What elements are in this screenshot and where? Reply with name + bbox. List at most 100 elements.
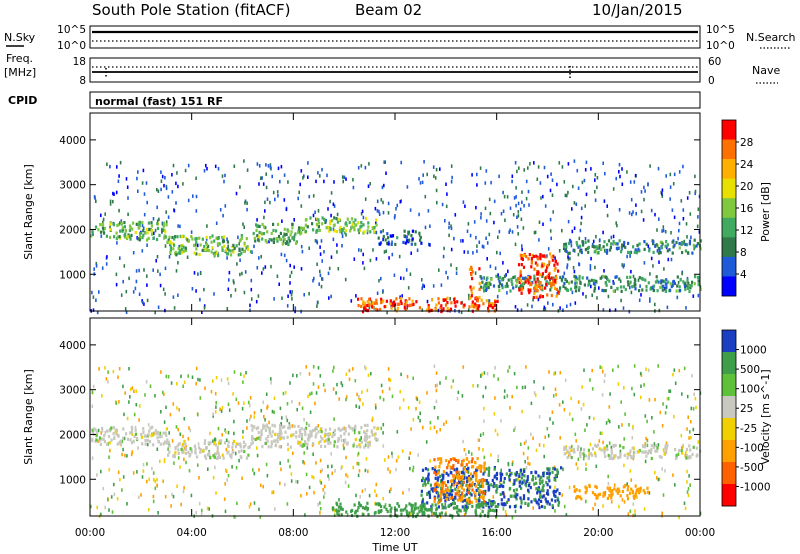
vel-band-4-cell [538, 506, 541, 510]
vel-scatter-cell [479, 506, 482, 511]
power-band-4-cell [382, 234, 385, 239]
vel-scatter-cell [412, 418, 415, 422]
vel-scatter-cell [623, 386, 625, 390]
vel-scatter-cell [417, 415, 420, 420]
xtick-label: 16:00 [482, 527, 512, 539]
vel-scatter-cell [693, 392, 695, 396]
vel-band-5-cell [383, 505, 386, 509]
vel-scatter-cell [532, 506, 534, 510]
vel-band-1-cell [214, 452, 218, 456]
power-band-7-cell [362, 302, 365, 306]
power-scatter-cell [265, 172, 267, 176]
vel-scatter-cell [327, 474, 329, 478]
power-scatter-cell [98, 290, 100, 294]
vel-band-5-cell [423, 502, 426, 506]
vel-scatter-cell [680, 433, 683, 438]
power-scatter-cell [686, 196, 689, 200]
vel-band-7-cell [606, 496, 609, 500]
vel-band-4-cell [437, 505, 440, 509]
power-band-2-cell [255, 228, 258, 232]
vel-band-0-cell [108, 441, 111, 445]
vel-band-4-cell [518, 474, 521, 478]
power-scatter-cell [410, 251, 412, 255]
power-scatter-cell [423, 284, 425, 289]
vel-band-4-cell [494, 505, 497, 509]
power-scatter-cell [558, 249, 561, 253]
vel-band-4-cell [498, 484, 501, 488]
power-scatter-cell [289, 281, 291, 285]
power-scatter-cell [269, 165, 272, 169]
vel-band-0-cell [98, 439, 101, 443]
power-band-4-cell [386, 242, 389, 246]
power-band-6-cell [690, 284, 693, 288]
vel-scatter-cell [554, 387, 557, 392]
vel-scatter-cell [409, 451, 411, 455]
vel-band-0-cell [100, 437, 103, 441]
power-scatter-cell [571, 290, 574, 295]
vel-band-7-cell [646, 486, 649, 490]
vel-band-4-cell [501, 503, 505, 507]
power-scatter-cell [476, 183, 478, 187]
power-band-6-cell [559, 275, 562, 279]
vel-scatter-cell [517, 477, 520, 481]
vel-band-2-cell [347, 432, 350, 436]
power-band-3-cell [309, 216, 312, 220]
power-scatter-cell [654, 212, 656, 217]
vel-band-4-cell [475, 505, 478, 509]
power-band-7-cell [487, 306, 490, 310]
power-scatter-cell [312, 213, 315, 218]
vel-band-3-cell [685, 447, 689, 451]
power-band-3-cell [353, 228, 356, 232]
vel-scatter-cell [122, 475, 125, 479]
vel-scatter-cell [689, 483, 691, 487]
power-band-9-cell [468, 267, 471, 271]
vel-scatter-cell [290, 472, 293, 476]
power-scatter-cell [486, 241, 489, 245]
vel-band-7-cell [608, 488, 611, 492]
vel-scatter-cell [335, 391, 337, 395]
vel-scatter-cell [340, 381, 343, 385]
vel-scatter-cell [610, 500, 613, 504]
power-scatter-cell [681, 271, 683, 276]
vel-band-7-cell [626, 494, 629, 498]
vel-band-6-cell [434, 465, 437, 469]
power-scatter-cell [330, 255, 333, 259]
power-scatter-cell [106, 162, 108, 166]
vel-band-4-cell [482, 505, 485, 509]
power-band-0-cell [126, 235, 129, 239]
vel-band-7-cell [573, 485, 576, 489]
power-scatter-cell [468, 293, 470, 298]
power-band-3-cell [311, 222, 314, 226]
vel-band-0-cell [152, 443, 155, 447]
vel-band-5-cell [399, 508, 402, 512]
power-scatter-cell [418, 212, 420, 217]
vel-band-4-cell [520, 498, 523, 502]
vel-scatter-cell [627, 512, 630, 516]
vel-scatter-cell [250, 414, 252, 419]
power-scatter-cell [101, 266, 104, 270]
vel-band-3-cell [658, 455, 662, 459]
vel-band-7-cell [594, 484, 597, 489]
power-scatter-cell [362, 261, 364, 265]
vel-scatter-cell [233, 370, 236, 374]
power-scatter-cell [446, 192, 448, 196]
vel-scatter-cell [640, 395, 642, 400]
vel-band-4-cell [542, 494, 545, 498]
power-scatter-cell [515, 203, 517, 208]
vel-band-4-cell [530, 471, 533, 475]
vel-band-6-cell [454, 492, 457, 496]
power-scatter-cell [224, 204, 227, 208]
vel-scatter-cell [160, 410, 162, 414]
power-scatter-cell [472, 251, 474, 255]
power-scatter-cell [251, 297, 253, 301]
vel-band-5-cell [365, 505, 368, 509]
vel-band-7-cell [608, 494, 611, 498]
vel-scatter-cell [521, 409, 523, 414]
power-scatter-cell [164, 244, 167, 248]
power-band-3-cell [333, 216, 336, 220]
vel-scatter-cell [387, 467, 389, 471]
vel-scatter-cell [107, 370, 109, 374]
vel-band-3-cell [579, 455, 582, 459]
power-scatter-cell [146, 283, 148, 287]
vel-band-1-cell [243, 449, 246, 454]
